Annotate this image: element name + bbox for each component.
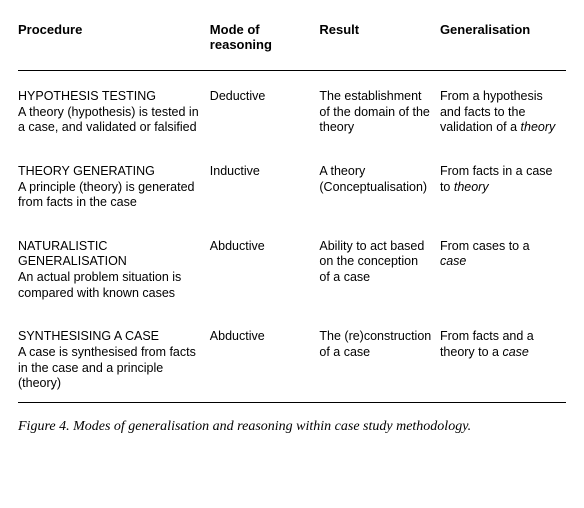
gen-italic: theory [521, 120, 556, 134]
result-cell: Ability to act based on the conception o… [319, 221, 440, 312]
methodology-table: Procedure Mode of reasoning Result Gener… [18, 16, 566, 403]
mode-cell: Inductive [210, 146, 320, 221]
table-row: NATURALISTIC GENERALISATION An actual pr… [18, 221, 566, 312]
result-cell: The establishment of the domain of the t… [319, 71, 440, 146]
generalisation-cell: From facts in a case to theory [440, 146, 566, 221]
procedure-title: THEORY GENERATING [18, 164, 202, 180]
header-mode: Mode of reasoning [210, 16, 320, 71]
gen-italic: case [440, 254, 466, 268]
header-procedure: Procedure [18, 16, 210, 71]
procedure-desc: A theory (hypothesis) is tested in a cas… [18, 105, 202, 136]
result-cell: The (re)construction of a case [319, 311, 440, 402]
header-row: Procedure Mode of reasoning Result Gener… [18, 16, 566, 71]
procedure-cell: NATURALISTIC GENERALISATION An actual pr… [18, 221, 210, 312]
generalisation-cell: From a hypothesis and facts to the valid… [440, 71, 566, 146]
procedure-desc: A principle (theory) is generated from f… [18, 180, 202, 211]
procedure-title: SYNTHESISING A CASE [18, 329, 202, 345]
procedure-cell: HYPOTHESIS TESTING A theory (hypothesis)… [18, 71, 210, 146]
procedure-cell: THEORY GENERATING A principle (theory) i… [18, 146, 210, 221]
procedure-cell: SYNTHESISING A CASE A case is synthesise… [18, 311, 210, 402]
header-generalisation: Generalisation [440, 16, 566, 71]
header-result: Result [319, 16, 440, 71]
generalisation-cell: From facts and a theory to a case [440, 311, 566, 402]
procedure-title: NATURALISTIC GENERALISATION [18, 239, 202, 270]
gen-italic: theory [454, 180, 489, 194]
result-cell: A theory (Conceptualisation) [319, 146, 440, 221]
procedure-title: HYPOTHESIS TESTING [18, 89, 202, 105]
mode-cell: Abductive [210, 311, 320, 402]
procedure-desc: An actual problem situation is compared … [18, 270, 202, 301]
gen-italic: case [502, 345, 528, 359]
table-row: SYNTHESISING A CASE A case is synthesise… [18, 311, 566, 402]
procedure-desc: A case is synthesised from facts in the … [18, 345, 202, 392]
table-row: HYPOTHESIS TESTING A theory (hypothesis)… [18, 71, 566, 146]
table-row: THEORY GENERATING A principle (theory) i… [18, 146, 566, 221]
figure-caption: Figure 4. Modes of generalisation and re… [18, 417, 566, 435]
mode-cell: Deductive [210, 71, 320, 146]
gen-text: From cases to a [440, 239, 530, 253]
mode-cell: Abductive [210, 221, 320, 312]
generalisation-cell: From cases to a case [440, 221, 566, 312]
